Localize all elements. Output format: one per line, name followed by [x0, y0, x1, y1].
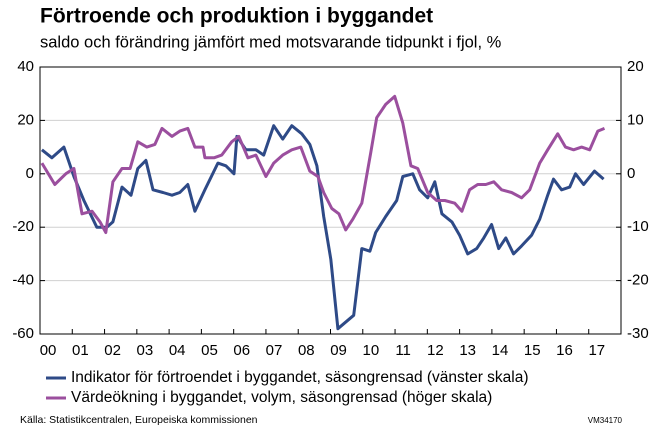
x-tick-label: 07 [266, 342, 283, 359]
x-tick-label: 11 [395, 342, 411, 359]
chart-subtitle: saldo och förändring jämfört med motsvar… [40, 33, 502, 51]
y2-tick-label: 10 [627, 111, 644, 128]
x-tick-label: 00 [40, 342, 57, 359]
x-tick-label: 03 [137, 342, 154, 359]
x-tick-label: 09 [330, 342, 347, 359]
series-line [40, 94, 606, 234]
series-line [40, 124, 605, 331]
y2-tick-label: -20 [627, 272, 649, 289]
y-tick-label: -40 [12, 272, 34, 289]
x-tick-label: 02 [104, 342, 121, 359]
y2-tick-label: -30 [627, 325, 649, 342]
y2-tick-label: 20 [627, 58, 644, 75]
legend-label: Indikator för förtroendet i byggandet, s… [71, 369, 529, 386]
y-tick-label: -20 [12, 218, 34, 235]
x-tick-label: 16 [556, 342, 573, 359]
x-tick-label: 01 [72, 342, 89, 359]
chart-code: VM34170 [588, 416, 623, 425]
x-tick-label: 14 [492, 342, 509, 359]
legend-label: Värdeökning i byggandet, volym, säsongre… [71, 389, 492, 406]
x-tick-label: 13 [459, 342, 476, 359]
x-tick-label: 12 [427, 342, 444, 359]
x-tick-label: 06 [233, 342, 250, 359]
x-tick-label: 05 [201, 342, 218, 359]
y2-tick-label: -10 [627, 218, 649, 235]
y-tick-label: 20 [17, 111, 34, 128]
y2-tick-label: 0 [627, 165, 635, 182]
chart-title: Förtroende och produktion i byggandet [40, 5, 433, 28]
y-tick-label: 0 [26, 165, 34, 182]
plot-frame [39, 66, 622, 335]
source: Källa: Statistikcentralen, Europeiska ko… [20, 414, 258, 426]
x-tick-label: 04 [169, 342, 186, 359]
x-tick-label: 15 [524, 342, 541, 359]
y-tick-label: 40 [17, 58, 34, 75]
x-tick-label: 10 [363, 342, 380, 359]
x-tick-label: 08 [298, 342, 315, 359]
y-tick-label: -60 [12, 325, 34, 342]
x-tick-label: 17 [588, 342, 605, 359]
